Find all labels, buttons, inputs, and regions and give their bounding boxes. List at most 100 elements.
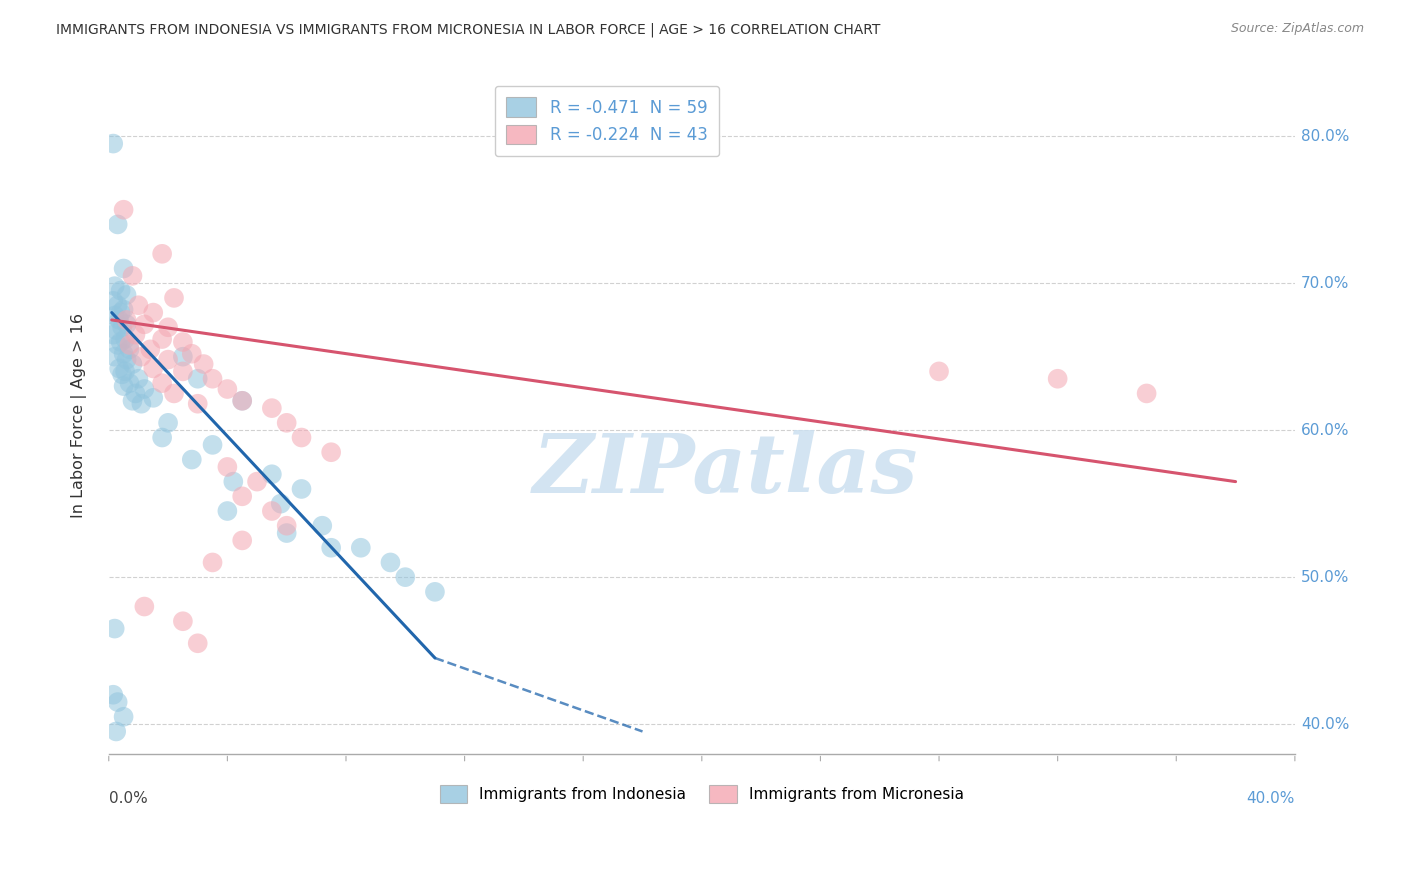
Point [150,430,173,444]
Point [121,393,143,408]
Text: Source: ZipAtlas.com: Source: ZipAtlas.com [1230,22,1364,36]
Text: 40.0%: 40.0% [1301,716,1350,731]
Point [150,332,173,346]
Point [103,293,125,308]
Point [110,305,132,319]
Point [380,556,402,570]
Text: IMMIGRANTS FROM INDONESIA VS IMMIGRANTS FROM MICRONESIA IN LABOR FORCE | AGE > 1: IMMIGRANTS FROM INDONESIA VS IMMIGRANTS … [56,22,880,37]
Point [180,452,202,467]
Point [276,526,298,541]
Point [131,350,153,364]
Point [142,391,165,405]
Point [163,291,186,305]
Point [103,327,125,342]
Point [103,136,125,151]
Point [111,368,134,382]
Point [150,376,173,391]
Point [103,688,125,702]
Point [121,357,143,371]
Point [1046,372,1069,386]
Point [121,268,143,283]
Point [107,298,129,312]
Point [115,313,138,327]
Point [231,489,253,503]
Point [112,710,135,724]
Point [114,364,136,378]
Point [134,599,156,614]
Point [163,386,186,401]
Point [217,459,239,474]
Point [108,313,131,327]
Point [187,636,209,650]
Text: 80.0%: 80.0% [1301,128,1350,144]
Point [105,724,128,739]
Point [172,614,194,628]
Point [172,364,194,378]
Point [231,393,253,408]
Point [260,467,283,482]
Point [127,298,149,312]
Point [131,397,153,411]
Legend: Immigrants from Indonesia, Immigrants from Micronesia: Immigrants from Indonesia, Immigrants fr… [429,774,974,814]
Point [201,556,224,570]
Point [118,343,141,357]
Y-axis label: In Labor Force | Age > 16: In Labor Force | Age > 16 [72,313,87,518]
Point [423,585,446,599]
Text: 60.0%: 60.0% [1301,423,1350,438]
Point [104,279,127,293]
Point [157,352,180,367]
Point [350,541,373,555]
Point [142,361,165,376]
Point [124,386,146,401]
Point [118,376,141,391]
Point [311,518,333,533]
Text: ZIPatlas: ZIPatlas [533,430,918,509]
Point [217,504,239,518]
Point [193,357,215,371]
Point [118,338,141,352]
Point [127,372,149,386]
Point [201,372,224,386]
Point [112,202,135,217]
Text: 50.0%: 50.0% [1301,570,1350,584]
Point [187,397,209,411]
Point [134,318,156,332]
Point [114,332,136,346]
Point [276,416,298,430]
Point [111,320,134,334]
Point [222,475,245,489]
Point [180,347,202,361]
Point [260,401,283,416]
Point [112,347,135,361]
Point [276,518,298,533]
Point [112,379,135,393]
Point [107,218,129,232]
Point [928,364,950,378]
Point [105,323,128,337]
Text: 70.0%: 70.0% [1301,276,1350,291]
Point [112,302,135,317]
Point [142,305,165,319]
Point [157,320,180,334]
Point [201,438,224,452]
Point [115,288,138,302]
Point [110,284,132,298]
Point [104,350,127,364]
Point [115,318,138,332]
Point [187,372,209,386]
Text: 0.0%: 0.0% [108,790,148,805]
Point [134,382,156,396]
Point [110,334,132,349]
Point [290,482,312,496]
Point [157,416,180,430]
Point [124,327,146,342]
Point [108,361,131,376]
Point [231,393,253,408]
Point [107,695,129,709]
Point [217,382,239,396]
Point [231,533,253,548]
Point [104,622,127,636]
Point [107,338,129,352]
Point [246,475,269,489]
Point [260,504,283,518]
